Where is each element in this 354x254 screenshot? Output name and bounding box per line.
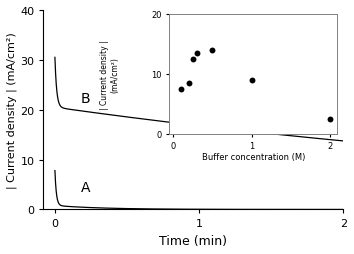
X-axis label: Time (min): Time (min) [159, 234, 227, 247]
Text: A: A [81, 180, 90, 194]
Text: B: B [81, 92, 91, 106]
Y-axis label: | Current density | (mA/cm²): | Current density | (mA/cm²) [7, 32, 17, 188]
